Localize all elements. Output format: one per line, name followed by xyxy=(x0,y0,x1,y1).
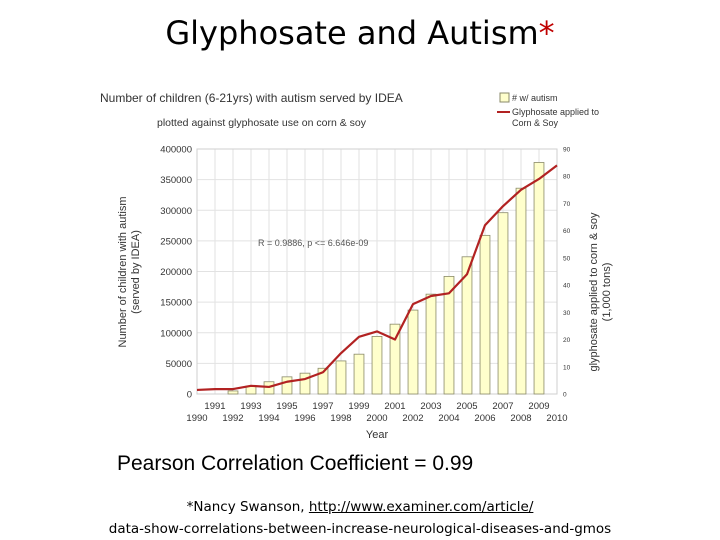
x-tick-label: 2010 xyxy=(546,413,567,424)
x-tick-label: 1991 xyxy=(204,401,225,412)
x-tick-label: 2006 xyxy=(474,413,495,424)
x-tick-label: 1998 xyxy=(330,413,351,424)
autism-bar xyxy=(371,336,383,395)
y-tick-label: 150000 xyxy=(160,298,192,309)
x-tick-label: 1992 xyxy=(222,413,243,424)
title-footnote-marker: * xyxy=(538,14,555,52)
slide-title: Glyphosate and Autism* xyxy=(0,14,720,52)
autism-bar xyxy=(425,293,437,395)
autism-bar xyxy=(479,234,491,395)
x-tick-label: 2003 xyxy=(420,401,441,412)
x-tick-label: 2002 xyxy=(402,413,423,424)
autism-bar xyxy=(407,309,419,395)
x-tick-label: 2008 xyxy=(510,413,531,424)
y2-axis-label-line-2: (1,000 tons) xyxy=(601,263,613,322)
y2-tick-label: 90 xyxy=(563,147,571,154)
chart-title: Number of children (6-21yrs) with autism… xyxy=(100,91,403,105)
y2-tick-label: 10 xyxy=(563,364,571,371)
y2-tick-label: 80 xyxy=(563,174,571,181)
x-tick-label: 1997 xyxy=(312,401,333,412)
legend-label-bars: # w/ autism xyxy=(512,93,558,103)
y2-tick-label: 40 xyxy=(563,283,571,290)
citation-link[interactable]: http://www.examiner.com/article/ xyxy=(308,499,534,515)
x-axis-label: Year xyxy=(366,429,389,441)
autism-bar xyxy=(389,323,401,395)
chart-subtitle: plotted against glyphosate use on corn &… xyxy=(157,117,367,129)
y-tick-label: 200000 xyxy=(160,267,192,278)
autism-bar xyxy=(461,256,473,395)
pearson-coefficient-text: Pearson Correlation Coefficient = 0.99 xyxy=(117,452,474,475)
y2-tick-label: 60 xyxy=(563,228,571,235)
x-tick-label: 2009 xyxy=(528,401,549,412)
x-tick-label: 2005 xyxy=(456,401,477,412)
autism-bar xyxy=(497,212,509,395)
x-tick-label: 1999 xyxy=(348,401,369,412)
y2-tick-label: 0 xyxy=(563,392,567,399)
y-tick-label: 350000 xyxy=(160,175,192,186)
x-tick-label: 1996 xyxy=(294,413,315,424)
x-tick-label: 2007 xyxy=(492,401,513,412)
legend-swatch-bars xyxy=(499,92,510,103)
autism-bars xyxy=(227,162,545,395)
x-tick-label: 1993 xyxy=(240,401,261,412)
x-tick-label: 1990 xyxy=(186,413,207,424)
y2-tick-label: 70 xyxy=(563,201,571,208)
autism-bar xyxy=(335,360,347,395)
y-tick-label: 50000 xyxy=(166,359,192,370)
slide-title-text: Glyphosate and Autism xyxy=(165,14,539,52)
autism-bar xyxy=(353,353,365,395)
autism-bar xyxy=(317,367,329,395)
x-tick-label: 2001 xyxy=(384,401,405,412)
x-tick-label: 1995 xyxy=(276,401,297,412)
citation: *Nancy Swanson, http://www.examiner.com/… xyxy=(0,496,720,540)
correlation-annotation: R = 0.9886, p <= 6.646e-09 xyxy=(258,238,368,248)
y-tick-label: 100000 xyxy=(160,328,192,339)
y-axis-label-line-2: (served by IDEA) xyxy=(130,230,142,314)
autism-glyphosate-chart: 0 50000 100000 150000 200000 250000 300000 3500… xyxy=(100,91,613,441)
y-tick-label: 250000 xyxy=(160,236,192,247)
y-tick-label: 0 xyxy=(187,390,192,401)
glyphosate-line xyxy=(196,164,558,392)
x-tick-label: 1994 xyxy=(258,413,279,424)
autism-bar xyxy=(227,390,239,395)
legend-label-line-2: Corn & Soy xyxy=(512,118,559,128)
legend-label-line-1: Glyphosate applied to xyxy=(512,107,599,117)
y-axis-label-line-1: Number of children with autism xyxy=(117,196,129,347)
glyphosate-line-group xyxy=(196,164,558,392)
citation-author: *Nancy Swanson, xyxy=(186,499,309,515)
axis-tick-labels: 0 50000 100000 150000 200000 250000 300000 3500… xyxy=(160,145,570,425)
x-tick-label: 2004 xyxy=(438,413,459,424)
y-tick-label: 400000 xyxy=(160,145,192,156)
x-tick-label: 2000 xyxy=(366,413,387,424)
autism-bar xyxy=(443,275,455,395)
y2-axis-label-line-1: glyphosate applied to corn & soy xyxy=(588,212,600,371)
y2-tick-label: 20 xyxy=(563,337,571,344)
autism-bar xyxy=(533,162,545,395)
autism-bar xyxy=(281,376,293,395)
y2-tick-label: 50 xyxy=(563,255,571,262)
autism-bar xyxy=(515,187,527,395)
y-tick-label: 300000 xyxy=(160,206,192,217)
citation-link-continued: data-show-correlations-between-increase-… xyxy=(108,521,612,537)
autism-bar xyxy=(299,372,311,395)
y2-tick-label: 30 xyxy=(563,310,571,317)
